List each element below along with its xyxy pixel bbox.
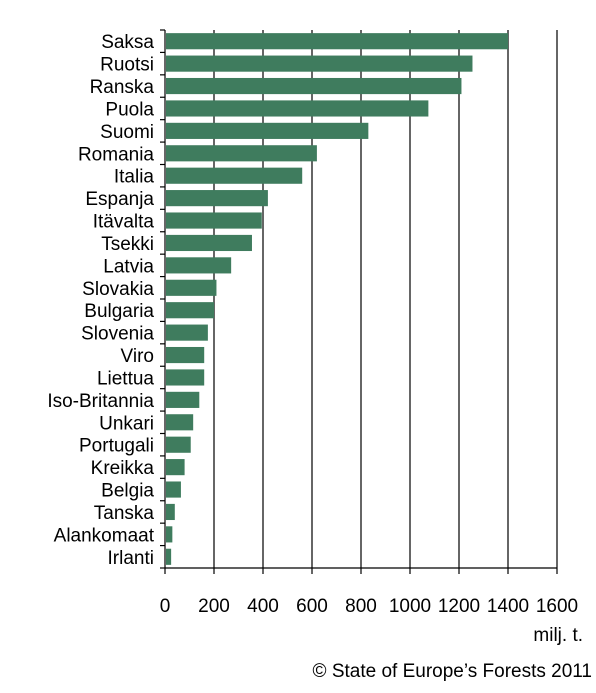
bar-tanska <box>166 503 175 521</box>
x-tick-labels: 0 200 400 600 800 1000 1200 1400 1600 <box>160 596 578 617</box>
category-label-puola: Puola <box>105 99 154 120</box>
bar-itävalta <box>166 212 262 229</box>
category-label-alankomaat: Alankomaat <box>54 525 155 546</box>
bar-tsekki <box>166 234 252 252</box>
x-tick-label-3: 600 <box>296 596 328 617</box>
bar-unkari <box>166 414 194 431</box>
bar-romania <box>166 145 317 162</box>
category-label-slovakia: Slovakia <box>82 279 154 300</box>
bar-ranska <box>166 77 462 95</box>
x-tick-label-5: 1000 <box>389 596 431 617</box>
bar-kreikka <box>166 459 185 476</box>
bar-alankomaat <box>166 526 173 543</box>
bar-portugali <box>166 436 191 453</box>
category-label-latvia: Latvia <box>103 256 154 277</box>
category-label-suomi: Suomi <box>100 122 154 143</box>
bar-viro <box>166 346 205 364</box>
bar-saksa <box>166 33 508 50</box>
bar-puola <box>166 100 429 117</box>
category-label-romania: Romania <box>78 144 154 165</box>
category-label-irlanti: Irlanti <box>108 548 154 569</box>
bar-liettua <box>166 369 205 386</box>
bar-suomi <box>166 122 369 139</box>
category-label-ranska: Ranska <box>90 77 155 98</box>
category-label-belgia: Belgia <box>101 481 154 502</box>
category-label-ruotsi: Ruotsi <box>100 55 154 76</box>
x-tick-label-2: 400 <box>247 596 279 617</box>
x-tick-label-7: 1400 <box>487 596 529 617</box>
x-tick-label-4: 800 <box>345 596 377 617</box>
category-label-viro: Viro <box>121 346 154 367</box>
bar-latvia <box>166 257 232 274</box>
category-label-itävalta: Itävalta <box>93 212 155 233</box>
grid-lines <box>213 30 558 568</box>
category-label-tanska: Tanska <box>94 503 155 524</box>
category-label-bulgaria: Bulgaria <box>84 301 154 322</box>
category-label-tsekki: Tsekki <box>101 234 154 255</box>
bar-slovenia <box>166 324 208 341</box>
category-label-saksa: Saksa <box>101 32 154 53</box>
x-axis-unit-label: milj. t. <box>533 625 583 646</box>
category-label-iso-britannia: Iso-Britannia <box>47 391 154 412</box>
bar-irlanti <box>166 548 172 565</box>
bar-italia <box>166 167 303 184</box>
bar-belgia <box>166 481 181 498</box>
category-label-kreikka: Kreikka <box>91 458 155 479</box>
category-label-unkari: Unkari <box>99 413 154 434</box>
category-label-slovenia: Slovenia <box>81 324 154 345</box>
bar-iso-britannia <box>166 391 200 408</box>
bar-espanja <box>166 190 268 207</box>
x-tick-label-0: 0 <box>160 596 171 617</box>
source-credit: © State of Europe’s Forests 2011 <box>313 661 592 682</box>
x-tick-label-8: 1600 <box>536 596 578 617</box>
axes <box>160 29 558 574</box>
bar-ruotsi <box>166 55 473 72</box>
x-tick-label-6: 1200 <box>438 596 480 617</box>
bar-bulgaria <box>166 302 214 319</box>
category-label-liettua: Liettua <box>97 368 154 389</box>
category-label-portugali: Portugali <box>79 436 154 457</box>
category-label-espanja: Espanja <box>85 189 154 210</box>
category-label-italia: Italia <box>114 167 155 188</box>
x-tick-label-1: 200 <box>198 596 230 617</box>
bar-slovakia <box>166 279 217 296</box>
category-labels: SaksaRuotsiRanskaPuolaSuomiRomaniaItalia… <box>47 32 154 569</box>
bars <box>166 33 508 565</box>
